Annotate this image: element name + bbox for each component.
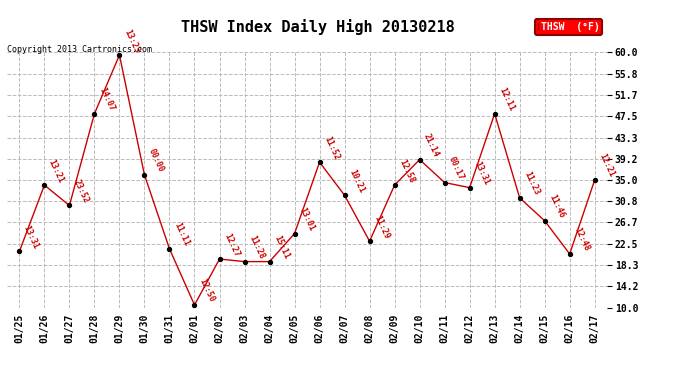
Text: 12:58: 12:58 xyxy=(397,158,416,184)
Text: 00:00: 00:00 xyxy=(147,147,166,174)
Text: 11:52: 11:52 xyxy=(322,135,341,161)
Point xyxy=(364,238,375,244)
Point xyxy=(139,172,150,178)
Point xyxy=(539,218,550,224)
Point xyxy=(439,180,450,186)
Text: THSW Index Daily High 20130218: THSW Index Daily High 20130218 xyxy=(181,19,454,35)
Text: Copyright 2013 Cartronics.com: Copyright 2013 Cartronics.com xyxy=(7,45,152,54)
Text: 12:50: 12:50 xyxy=(197,278,216,304)
Point xyxy=(589,177,600,183)
Point xyxy=(264,259,275,265)
Text: 00:17: 00:17 xyxy=(447,155,466,182)
Text: 15:11: 15:11 xyxy=(272,234,290,261)
Point xyxy=(464,184,475,190)
Point xyxy=(89,111,100,117)
Text: 13:21: 13:21 xyxy=(47,158,66,184)
Point xyxy=(39,182,50,188)
Point xyxy=(189,302,200,308)
Text: 23:52: 23:52 xyxy=(72,178,90,204)
Text: 11:29: 11:29 xyxy=(372,214,391,240)
Point xyxy=(489,111,500,117)
Point xyxy=(414,157,425,163)
Point xyxy=(164,246,175,252)
Point xyxy=(564,251,575,257)
Text: 21:14: 21:14 xyxy=(422,132,441,159)
Text: 12:48: 12:48 xyxy=(572,226,591,253)
Point xyxy=(314,159,325,165)
Text: 13:01: 13:01 xyxy=(297,206,316,232)
Text: 13:31: 13:31 xyxy=(472,160,491,187)
Point xyxy=(389,182,400,188)
Point xyxy=(339,192,350,198)
Text: 11:11: 11:11 xyxy=(172,221,190,248)
Legend: THSW  (°F): THSW (°F) xyxy=(535,19,602,35)
Text: 13:31: 13:31 xyxy=(22,224,41,251)
Text: 13:23: 13:23 xyxy=(122,28,141,54)
Point xyxy=(114,52,125,58)
Point xyxy=(239,259,250,265)
Point xyxy=(289,231,300,237)
Point xyxy=(14,248,25,254)
Text: 12:27: 12:27 xyxy=(222,232,241,258)
Text: 11:28: 11:28 xyxy=(247,234,266,261)
Point xyxy=(64,202,75,208)
Point xyxy=(514,195,525,201)
Text: 12:11: 12:11 xyxy=(497,86,516,112)
Text: 12:21: 12:21 xyxy=(598,153,616,179)
Text: 10:21: 10:21 xyxy=(347,168,366,194)
Text: 11:23: 11:23 xyxy=(522,170,541,197)
Point xyxy=(214,256,225,262)
Text: 14:07: 14:07 xyxy=(97,86,116,112)
Text: 11:46: 11:46 xyxy=(547,194,566,220)
